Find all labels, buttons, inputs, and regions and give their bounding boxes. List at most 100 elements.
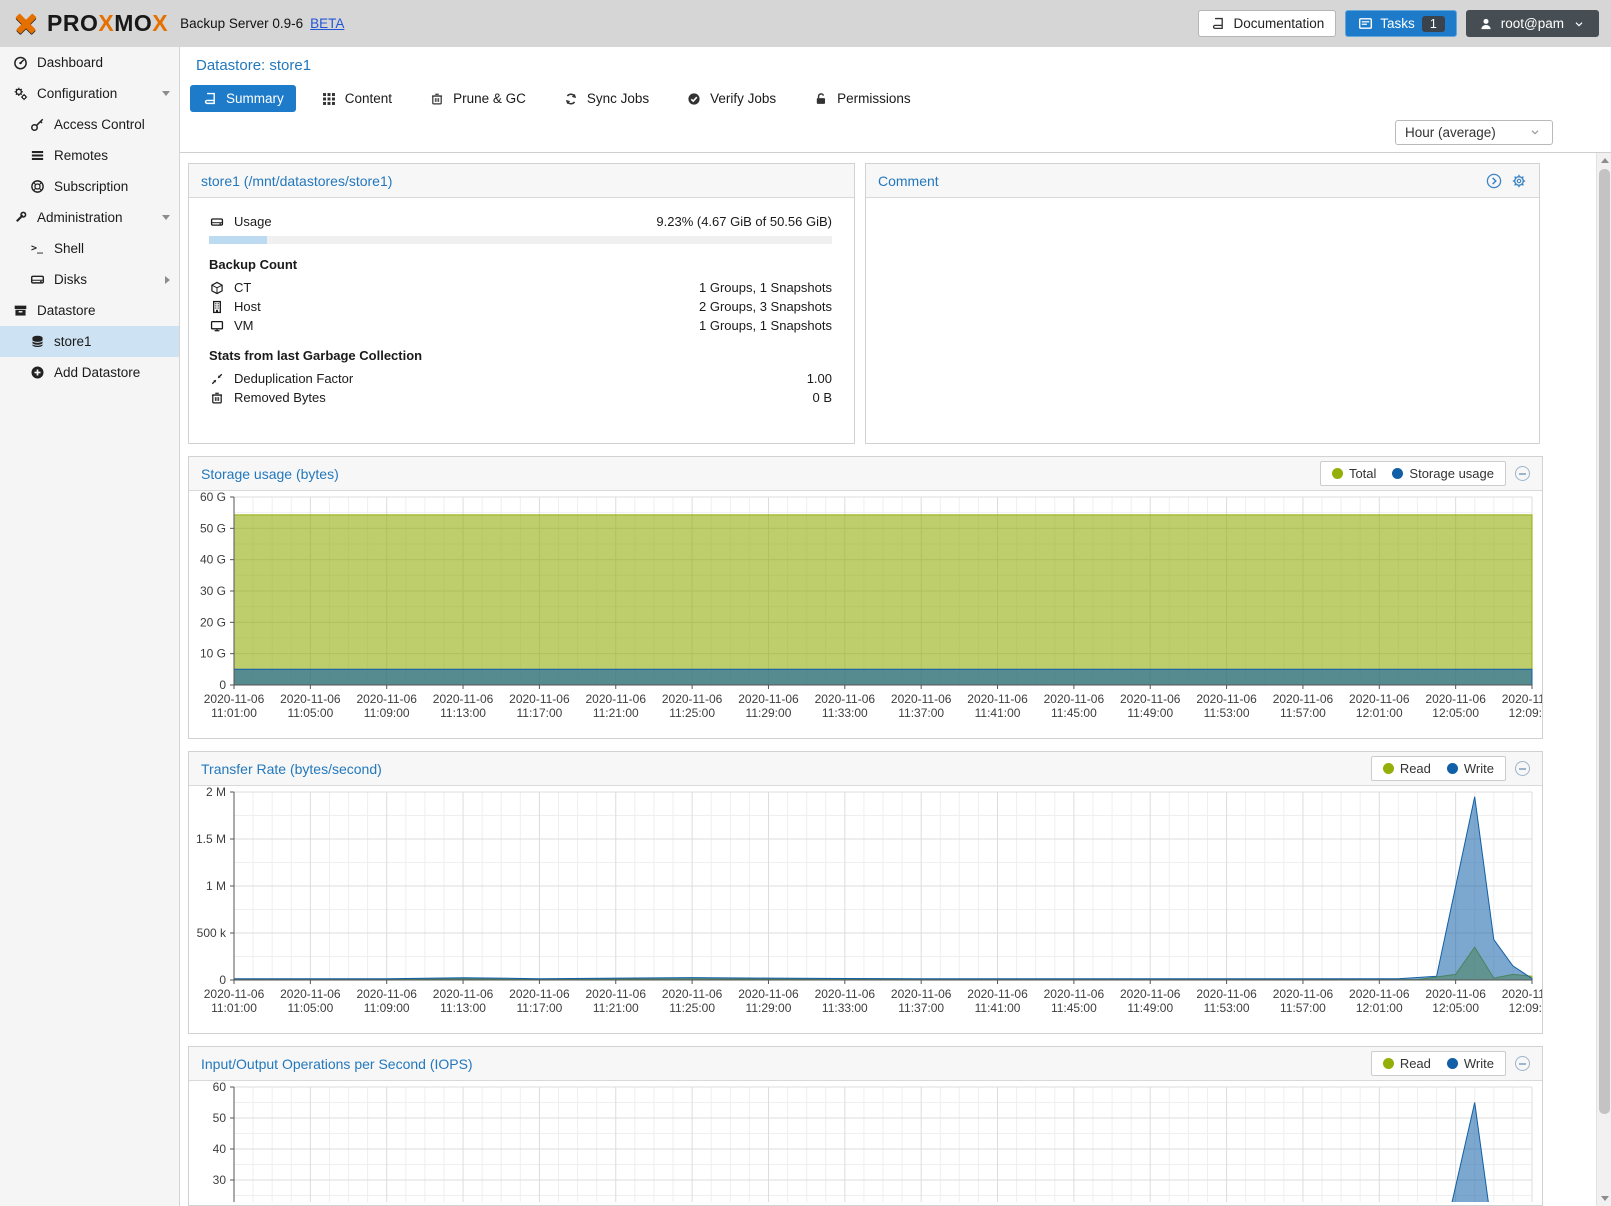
sidebar-item-dashboard[interactable]: Dashboard (0, 47, 179, 78)
collapse-chart-icon[interactable] (1515, 466, 1530, 481)
svg-text:11:01:00: 11:01:00 (211, 706, 257, 720)
svg-text:11:25:00: 11:25:00 (669, 706, 715, 720)
svg-text:11:09:00: 11:09:00 (364, 1001, 410, 1015)
svg-text:11:45:00: 11:45:00 (1051, 1001, 1097, 1015)
svg-text:11:17:00: 11:17:00 (516, 706, 562, 720)
sidebar-item-configuration[interactable]: Configuration (0, 78, 179, 109)
svg-text:0: 0 (219, 678, 226, 692)
sidebar-item-subscription[interactable]: Subscription (0, 171, 179, 202)
legend-item[interactable]: Write (1446, 761, 1494, 776)
gear-icon[interactable] (1511, 173, 1527, 189)
user-icon (1478, 16, 1494, 32)
legend-item[interactable]: Read (1382, 1056, 1431, 1071)
scroll-down-button[interactable] (1597, 1191, 1611, 1206)
svg-text:11:33:00: 11:33:00 (822, 706, 868, 720)
svg-text:2020-11-06: 2020-11-06 (662, 692, 723, 706)
summary-content: store1 (/mnt/datastores/store1) Usage 9.… (180, 153, 1596, 1206)
svg-text:11:49:00: 11:49:00 (1127, 1001, 1173, 1015)
store-summary-panel: store1 (/mnt/datastores/store1) Usage 9.… (188, 163, 855, 444)
scrollbar-thumb[interactable] (1599, 169, 1610, 1114)
tasks-button[interactable]: Tasks 1 (1345, 10, 1457, 37)
beta-link[interactable]: BETA (310, 16, 345, 31)
sidebar-item-shell[interactable]: >_ Shell (30, 241, 85, 256)
svg-text:12:09:00: 12:09:00 (1509, 706, 1542, 720)
sidebar-item-add-datastore[interactable]: Add Datastore (0, 357, 179, 388)
user-menu-button[interactable]: root@pam (1465, 10, 1599, 37)
vm-row: VM 1 Groups, 1 Snapshots (209, 316, 832, 335)
collapse-chart-icon[interactable] (1515, 761, 1530, 776)
sidebar-item-store1[interactable]: store1 (0, 326, 179, 357)
legend-item[interactable]: Total (1331, 466, 1376, 481)
svg-text:11:01:00: 11:01:00 (211, 1001, 257, 1015)
iops-chart-panel: Input/Output Operations per Second (IOPS… (188, 1046, 1543, 1206)
svg-text:2020-11-06: 2020-11-06 (433, 692, 494, 706)
svg-text:11:25:00: 11:25:00 (669, 1001, 715, 1015)
collapse-chart-icon[interactable] (1515, 1056, 1530, 1071)
key-icon (29, 117, 45, 133)
svg-text:11:53:00: 11:53:00 (1204, 706, 1250, 720)
legend-item[interactable]: Write (1446, 1056, 1494, 1071)
legend-item[interactable]: Read (1382, 761, 1431, 776)
svg-text:2020-11-06: 2020-11-06 (1273, 692, 1334, 706)
vertical-scrollbar[interactable] (1596, 153, 1611, 1206)
chart-title: Storage usage (bytes) (201, 465, 339, 482)
legend-dot-icon (1392, 468, 1404, 479)
svg-text:30: 30 (213, 1173, 227, 1187)
proxmox-logo: PROXMOX (12, 10, 168, 38)
book-icon (1210, 16, 1226, 32)
svg-text:12:01:00: 12:01:00 (1356, 706, 1403, 720)
legend-dot-icon (1446, 1058, 1458, 1069)
collapse-caret-icon[interactable] (162, 91, 170, 96)
svg-text:11:49:00: 11:49:00 (1127, 706, 1173, 720)
storage-usage-chart: 0 10 G 20 G 30 G 40 G 50 G 60 G 2020-11-06 11:01… (189, 491, 1542, 738)
product-version: Backup Server 0.9-6 (180, 16, 304, 31)
building-icon (209, 299, 225, 315)
svg-text:2020-11-06: 2020-11-06 (356, 987, 417, 1001)
tab-content[interactable]: Content (309, 85, 404, 112)
collapse-caret-icon[interactable] (162, 215, 170, 220)
transfer-rate-chart-panel: Transfer Rate (bytes/second) Read Write 0… (188, 751, 1543, 1034)
legend-dot-icon (1382, 1058, 1394, 1069)
tab-permissions[interactable]: Permissions (801, 85, 923, 112)
hdd-icon (29, 272, 45, 288)
expand-caret-icon[interactable] (165, 275, 170, 284)
sidebar-item-disks[interactable]: Disks (0, 264, 179, 295)
svg-text:2020-11-06: 2020-11-06 (891, 987, 952, 1001)
svg-text:2020-11-06: 2020-11-06 (1196, 692, 1257, 706)
tachometer-icon (12, 55, 28, 71)
sidebar-item-access-control[interactable]: Access Control (0, 109, 179, 140)
tab-verify-jobs[interactable]: Verify Jobs (674, 85, 788, 112)
svg-text:2020-11-06: 2020-11-06 (280, 692, 341, 706)
legend-item[interactable]: Storage usage (1392, 466, 1494, 481)
svg-text:0: 0 (219, 973, 226, 987)
svg-text:2020-11-06: 2020-11-06 (1425, 987, 1486, 1001)
sidebar-item-datastore[interactable]: Datastore (0, 295, 179, 326)
ct-row: CT 1 Groups, 1 Snapshots (209, 278, 832, 297)
unlock-icon (813, 91, 829, 107)
usage-progress-bar (209, 236, 832, 244)
legend-dot-icon (1331, 468, 1343, 479)
documentation-button[interactable]: Documentation (1198, 10, 1337, 37)
chevron-right-circle-icon[interactable] (1486, 173, 1502, 189)
removed-bytes-row: Removed Bytes 0 B (209, 388, 832, 407)
brand-wordmark: PROXMOX (47, 10, 169, 36)
svg-text:2020-11-06: 2020-11-06 (1273, 987, 1334, 1001)
svg-text:2020-11-06: 2020-11-06 (586, 692, 647, 706)
top-bar: PROXMOX Backup Server 0.9-6 BETA Documen… (0, 0, 1611, 47)
tab-sync-jobs[interactable]: Sync Jobs (551, 85, 661, 112)
svg-text:40 G: 40 G (200, 553, 226, 567)
tab-prune-gc[interactable]: Prune & GC (417, 85, 538, 112)
svg-text:11:53:00: 11:53:00 (1204, 1001, 1250, 1015)
chart-legend: Read Write (1370, 756, 1506, 781)
svg-text:2020-11-06: 2020-11-06 (967, 987, 1028, 1001)
usage-row: Usage 9.23% (4.67 GiB of 50.56 GiB) (209, 212, 832, 231)
svg-text:11:21:00: 11:21:00 (593, 1001, 639, 1015)
svg-text:11:57:00: 11:57:00 (1280, 1001, 1326, 1015)
tab-summary[interactable]: Summary (190, 85, 296, 112)
scroll-up-button[interactable] (1597, 153, 1611, 168)
sidebar-item-remotes[interactable]: Remotes (0, 140, 179, 171)
sidebar-item-administration[interactable]: Administration (0, 202, 179, 233)
page-title: Datastore: store1 (196, 57, 312, 74)
timeframe-select[interactable]: Hour (average) (1395, 119, 1553, 145)
svg-text:11:09:00: 11:09:00 (364, 706, 410, 720)
